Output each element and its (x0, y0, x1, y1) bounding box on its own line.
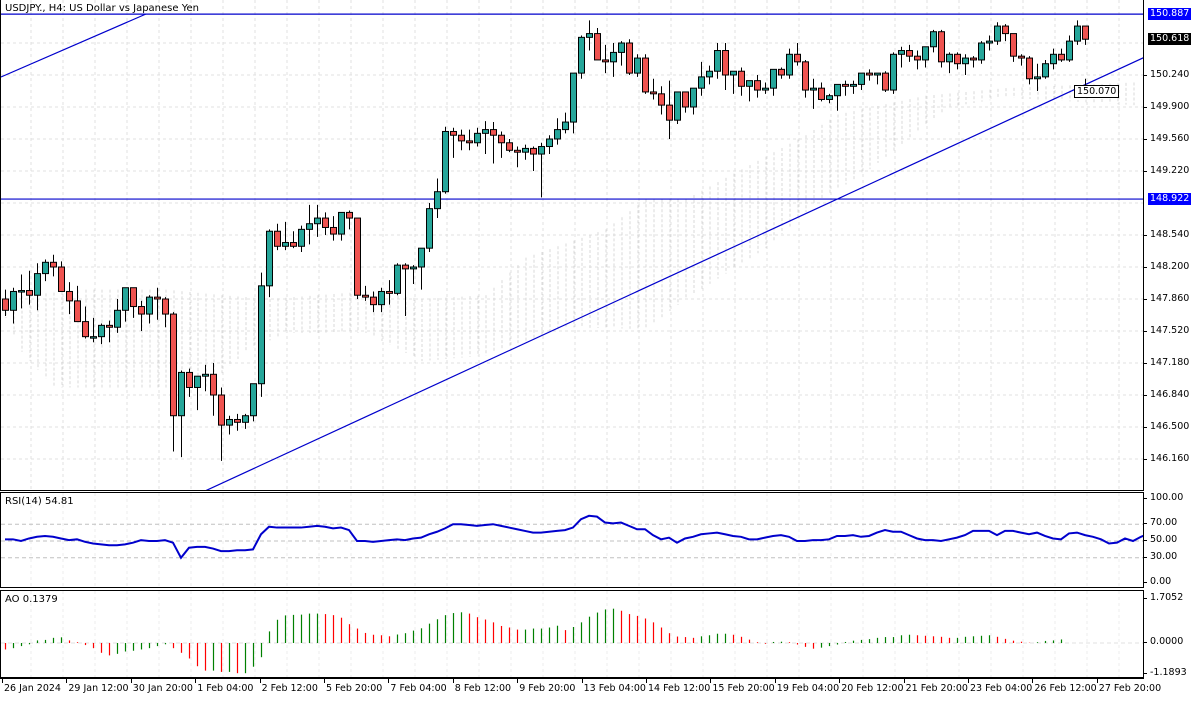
time-tick: 5 Feb 20:00 (324, 679, 383, 694)
price-tick: 149.560 (1142, 133, 1189, 144)
price-tick: 148.200 (1142, 261, 1189, 272)
chart-title: USDJPY., H4: US Dollar vs Japanese Yen (5, 3, 199, 14)
time-axis[interactable]: 26 Jan 2024 29 Jan 12:00 30 Jan 20:00 1 Feb… (0, 678, 1161, 701)
ao-indicator-pane[interactable]: AO 0.1379 (0, 590, 1144, 678)
candles (2, 20, 1089, 461)
price-tick: 148.540 (1142, 229, 1189, 240)
rsi-tick: 30.00 (1142, 551, 1177, 562)
time-tick: 15 Feb 20:00 (710, 679, 775, 694)
price-tick: 147.860 (1142, 293, 1189, 304)
rsi-line-chart (1, 493, 1143, 587)
time-tick: 13 Feb 04:00 (581, 679, 646, 694)
time-tick: 29 Jan 12:00 (66, 679, 129, 694)
price-label-annotation[interactable]: 150.070 (1074, 85, 1120, 98)
ao-axis[interactable]: 1.7052 0.0000 -1.1893 (1142, 590, 1200, 678)
price-tick: 149.220 (1142, 165, 1189, 176)
ao-label: AO 0.1379 (5, 594, 58, 605)
time-tick: 8 Feb 12:00 (452, 679, 512, 694)
ao-tick: 1.7052 (1142, 592, 1183, 603)
price-axis[interactable]: 150.240 149.900 149.560 149.220 148.540 148.2… (1142, 0, 1200, 491)
rsi-tick: 0.00 (1142, 576, 1171, 587)
time-tick: 7 Feb 04:00 (388, 679, 447, 694)
time-tick: 30 Jan 20:00 (130, 679, 193, 694)
time-tick: 26 Feb 12:00 (1032, 679, 1097, 694)
rsi-tick: 70.00 (1142, 517, 1177, 528)
time-tick: 27 Feb 20:00 (1096, 679, 1162, 694)
candlestick-chart[interactable] (1, 0, 1144, 491)
rsi-tick: 100.00 (1142, 492, 1183, 503)
ao-tick: -1.1893 (1143, 667, 1187, 678)
price-badge: 150.887 (1148, 8, 1192, 21)
price-tick: 146.500 (1142, 421, 1189, 432)
time-tick: 26 Jan 2024 (2, 679, 61, 694)
rsi-tick: 50.00 (1142, 534, 1177, 545)
time-tick: 21 Feb 20:00 (903, 679, 968, 694)
price-tick: 149.900 (1142, 101, 1189, 112)
time-tick: 19 Feb 04:00 (774, 679, 840, 694)
price-tick: 146.160 (1142, 453, 1189, 464)
rsi-label: RSI(14) 54.81 (5, 496, 74, 507)
time-tick: 23 Feb 04:00 (968, 679, 1033, 694)
time-tick: 2 Feb 12:00 (259, 679, 318, 694)
ao-tick: 0.0000 (1142, 636, 1183, 647)
price-tick: 147.180 (1142, 357, 1189, 368)
ao-histogram (1, 591, 1143, 677)
time-tick: 14 Feb 12:00 (646, 679, 711, 694)
time-tick: 9 Feb 20:00 (517, 679, 576, 694)
price-tick: 147.520 (1142, 325, 1189, 336)
price-badge: 150.618 (1148, 33, 1192, 46)
rsi-indicator-pane[interactable]: RSI(14) 54.81 (0, 492, 1144, 588)
price-tick: 146.840 (1142, 389, 1189, 400)
price-tick: 150.240 (1142, 69, 1189, 80)
time-tick: 1 Feb 04:00 (195, 679, 254, 694)
time-tick: 20 Feb 12:00 (839, 679, 904, 694)
rsi-axis[interactable]: 100.00 70.00 50.00 30.00 0.00 (1142, 492, 1200, 588)
price-badge: 148.922 (1148, 193, 1192, 206)
price-chart-pane[interactable]: USDJPY., H4: US Dollar vs Japanese Yen 1… (0, 0, 1144, 491)
